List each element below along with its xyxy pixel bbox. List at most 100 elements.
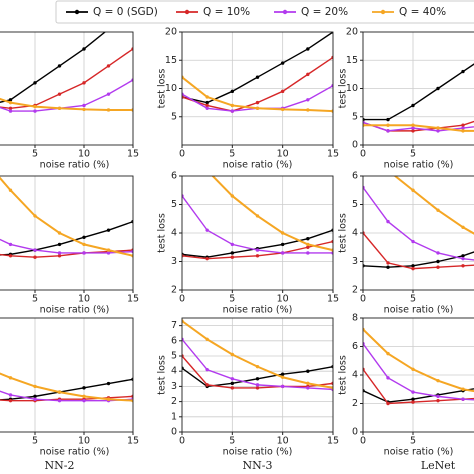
y-tick-label: 2: [171, 285, 177, 296]
x-tick-label: 15: [327, 149, 339, 160]
plot-area: [182, 318, 333, 432]
point: [8, 106, 13, 110]
x-tick-label: 15: [327, 436, 339, 447]
point: [230, 352, 235, 357]
x-axis-label: noise ratio (%): [384, 447, 454, 458]
subplot: 2 3 4 5 6 0 5 10 15 noise ratio (%) test loss: [157, 169, 340, 316]
point: [436, 398, 440, 403]
point: [461, 129, 465, 133]
y-tick-label: 5: [352, 199, 358, 210]
point: [386, 261, 390, 265]
point: [205, 228, 209, 232]
y-tick-label: 5: [352, 111, 358, 122]
legend-label: Q = 10%: [203, 6, 250, 18]
point: [205, 103, 209, 108]
point: [461, 123, 465, 127]
point: [33, 394, 37, 399]
point: [106, 64, 111, 68]
point: [461, 254, 465, 258]
point: [57, 254, 62, 258]
y-tick-label: 0: [171, 427, 177, 438]
subplot: 5 10 15 noise ratio (%): [0, 31, 139, 171]
point: [8, 393, 13, 397]
point: [461, 69, 465, 74]
point: [306, 369, 310, 373]
point: [82, 251, 86, 255]
point: [82, 47, 86, 51]
point: [205, 106, 209, 110]
y-axis-label: test loss: [157, 69, 168, 109]
point: [461, 256, 465, 261]
point: [436, 86, 440, 91]
x-tick-label: 5: [32, 149, 38, 160]
axes-frame: [0, 317, 134, 433]
point: [461, 387, 465, 391]
x-axis-label: noise ratio (%): [223, 447, 293, 458]
point: [386, 376, 390, 380]
x-tick-label: 15: [127, 149, 139, 160]
x-tick-label: 5: [410, 436, 416, 447]
y-tick-label: 2: [171, 396, 177, 407]
x-tick-label: 0: [360, 149, 366, 160]
point: [230, 381, 235, 386]
point: [306, 242, 310, 247]
point: [436, 126, 440, 130]
point: [57, 390, 62, 394]
x-tick-label: 10: [277, 436, 289, 447]
y-tick-label: 20: [165, 27, 177, 38]
point: [255, 214, 260, 218]
point: [411, 239, 415, 244]
point: [82, 103, 86, 108]
x-tick-label: 10: [277, 149, 289, 160]
point: [280, 251, 285, 255]
point: [436, 265, 440, 269]
legend: Q = 0 (SGD) Q = 10% Q = 20% Q = 40%: [55, 0, 474, 24]
y-tick-label: 0: [352, 140, 358, 151]
point: [33, 255, 37, 259]
point: [461, 225, 465, 229]
point: [82, 107, 86, 112]
point: [57, 398, 62, 403]
x-tick-label: 0: [179, 436, 185, 447]
point: [255, 254, 260, 258]
point: [33, 81, 37, 85]
point: [411, 188, 415, 192]
y-tick-label: 2: [352, 398, 358, 409]
x-tick-label: 5: [229, 436, 235, 447]
point: [205, 367, 209, 372]
point: [106, 92, 111, 96]
legend-label: Q = 40%: [399, 6, 446, 18]
legend-label: Q = 0 (SGD): [93, 6, 158, 18]
point: [8, 376, 13, 380]
point: [411, 400, 415, 404]
point: [230, 255, 235, 259]
point: [386, 123, 390, 127]
point: [255, 386, 260, 390]
point: [411, 266, 415, 271]
point: [82, 398, 86, 403]
series-group: [0, 176, 133, 259]
point: [255, 248, 260, 252]
y-tick-label: 5: [171, 111, 177, 122]
point: [205, 169, 208, 172]
point: [411, 397, 415, 401]
x-tick-label: 15: [127, 294, 139, 305]
x-axis-label: noise ratio (%): [40, 305, 110, 316]
x-tick-label: 5: [410, 294, 416, 305]
point: [230, 194, 235, 198]
point: [411, 390, 415, 394]
point: [33, 104, 37, 109]
point: [411, 103, 415, 108]
point: [436, 394, 440, 399]
y-tick-label: 4: [171, 228, 177, 239]
point: [33, 109, 37, 113]
y-axis-label: test loss: [338, 69, 349, 109]
series-group: [0, 372, 133, 403]
point: [436, 208, 440, 212]
x-tick-label: 10: [78, 294, 90, 305]
point: [255, 75, 260, 79]
point: [57, 251, 62, 255]
plot-area: [0, 318, 133, 432]
